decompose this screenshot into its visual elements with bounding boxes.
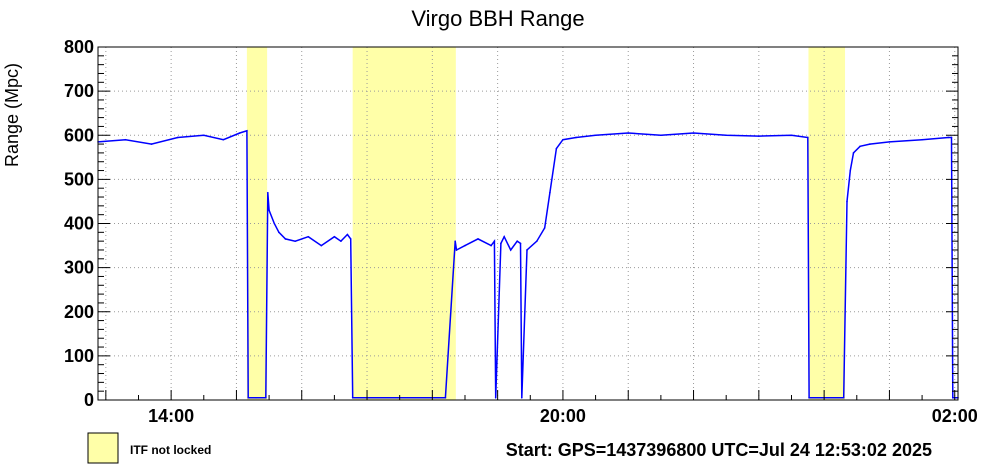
data-point (222, 138, 225, 141)
data-point (238, 132, 241, 134)
data-point (349, 238, 352, 240)
data-point (758, 135, 760, 137)
data-point (575, 136, 577, 139)
data-point (266, 191, 269, 194)
data-point (255, 396, 257, 399)
data-point (273, 222, 276, 225)
data-point (124, 138, 127, 141)
data-point (846, 200, 848, 203)
data-point (536, 240, 538, 242)
data-point (627, 132, 630, 134)
data-point (849, 169, 852, 172)
data-point (520, 396, 523, 399)
data-point (307, 235, 310, 238)
data-point (808, 396, 810, 399)
y-tick-label-300: 300 (64, 258, 94, 278)
y-tick-label-700: 700 (64, 81, 94, 101)
data-point (509, 249, 512, 251)
y-tick-label-100: 100 (64, 346, 94, 366)
data-point (526, 249, 528, 251)
data-point (790, 134, 793, 137)
legend-label: ITF not locked (130, 443, 211, 457)
y-tick-label-600: 600 (64, 125, 94, 145)
data-point (351, 396, 354, 399)
data-point (549, 191, 551, 194)
x-axis-ticks: 14:00 20:00 02:00 (105, 390, 978, 426)
x-tick-label-2000: 20:00 (540, 406, 586, 426)
data-point (294, 240, 297, 242)
data-point (500, 242, 502, 245)
legend: ITF not locked (87, 432, 211, 464)
x-tick-label-1400: 14:00 (148, 406, 194, 426)
data-point (346, 233, 349, 236)
data-point (692, 132, 695, 134)
data-point (246, 130, 248, 132)
y-tick-label-200: 200 (64, 302, 94, 322)
data-point (660, 134, 662, 137)
data-point (268, 209, 270, 212)
data-point (951, 396, 954, 399)
data-point (543, 227, 546, 229)
y-tick-label-0: 0 (84, 390, 94, 410)
data-point (562, 138, 564, 141)
data-point (444, 396, 447, 399)
data-point (555, 147, 558, 150)
footer-start-time: Start: GPS=1437396800 UTC=Jul 24 12:53:0… (506, 440, 932, 460)
data-point (464, 244, 466, 247)
data-point (494, 396, 497, 399)
data-point (859, 145, 861, 148)
data-point (150, 143, 153, 145)
data-point (594, 134, 597, 137)
lock-loss-region-1 (246, 47, 268, 400)
data-point (503, 235, 505, 238)
legend-swatch (87, 432, 119, 464)
data-point (842, 396, 845, 399)
data-point (202, 134, 205, 137)
data-point (921, 138, 923, 141)
data-point (807, 136, 809, 139)
data-point (454, 240, 456, 242)
data-point (947, 136, 950, 139)
data-point (950, 136, 953, 139)
lock-loss-region-2 (352, 47, 456, 400)
data-point (340, 240, 342, 242)
data-point (320, 244, 323, 247)
data-point (278, 231, 280, 234)
y-tick-label-400: 400 (64, 214, 94, 234)
x-tick-label-0200: 02:00 (932, 406, 978, 426)
y-tick-label-500: 500 (64, 169, 94, 189)
data-point (725, 134, 727, 137)
data-point (333, 235, 336, 238)
series-layer (97, 129, 959, 399)
data-point (265, 396, 267, 399)
data-point (516, 240, 519, 242)
y-axis-label: Range (Mpc) (2, 63, 22, 167)
data-point (519, 242, 522, 245)
data-point (176, 136, 179, 139)
data-point (869, 143, 871, 145)
data-point (477, 238, 479, 240)
data-point (852, 152, 855, 154)
data-point (888, 141, 891, 143)
data-point (490, 244, 492, 247)
y-tick-label-800: 800 (64, 37, 94, 57)
data-point (284, 238, 287, 240)
data-point (247, 396, 249, 399)
data-point (493, 240, 496, 242)
data-point (455, 249, 458, 251)
chart-title: Virgo BBH Range (411, 6, 584, 31)
y-axis-ticks: 0 100 200 300 400 500 600 700 800 (64, 37, 958, 410)
